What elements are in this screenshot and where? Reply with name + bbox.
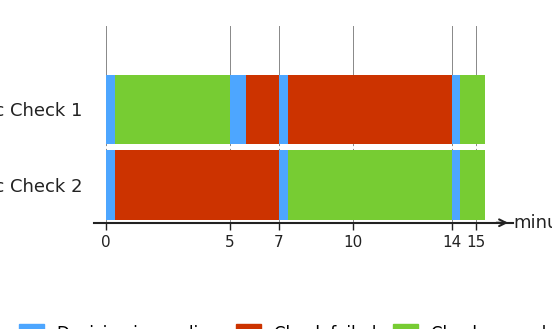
Bar [288,75,452,144]
Bar [452,150,460,220]
Bar [460,75,485,144]
Bar [279,150,288,220]
Bar [230,75,246,144]
Bar [452,75,460,144]
Text: minutes: minutes [513,214,552,232]
Bar [106,75,115,144]
Bar [115,150,279,220]
Bar [106,150,115,220]
Legend: Decision is pending, Check failed, Check passed: Decision is pending, Check failed, Check… [19,324,546,329]
Bar [115,75,230,144]
Bar [279,75,288,144]
Bar [288,150,452,220]
Bar [460,150,485,220]
Bar [246,75,279,144]
